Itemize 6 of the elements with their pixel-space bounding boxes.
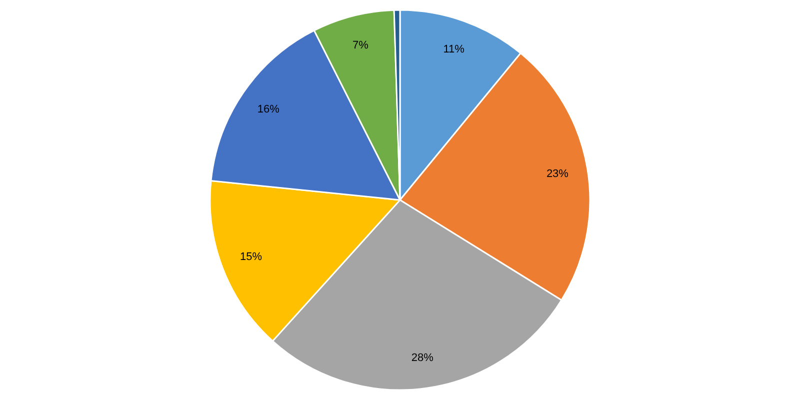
data-label: 28% bbox=[411, 352, 434, 364]
data-label: 16% bbox=[257, 104, 280, 116]
data-label: 15% bbox=[240, 251, 262, 264]
data-label: 7% bbox=[352, 39, 369, 52]
data-label: 11% bbox=[443, 44, 465, 56]
data-label: 23% bbox=[546, 168, 569, 180]
